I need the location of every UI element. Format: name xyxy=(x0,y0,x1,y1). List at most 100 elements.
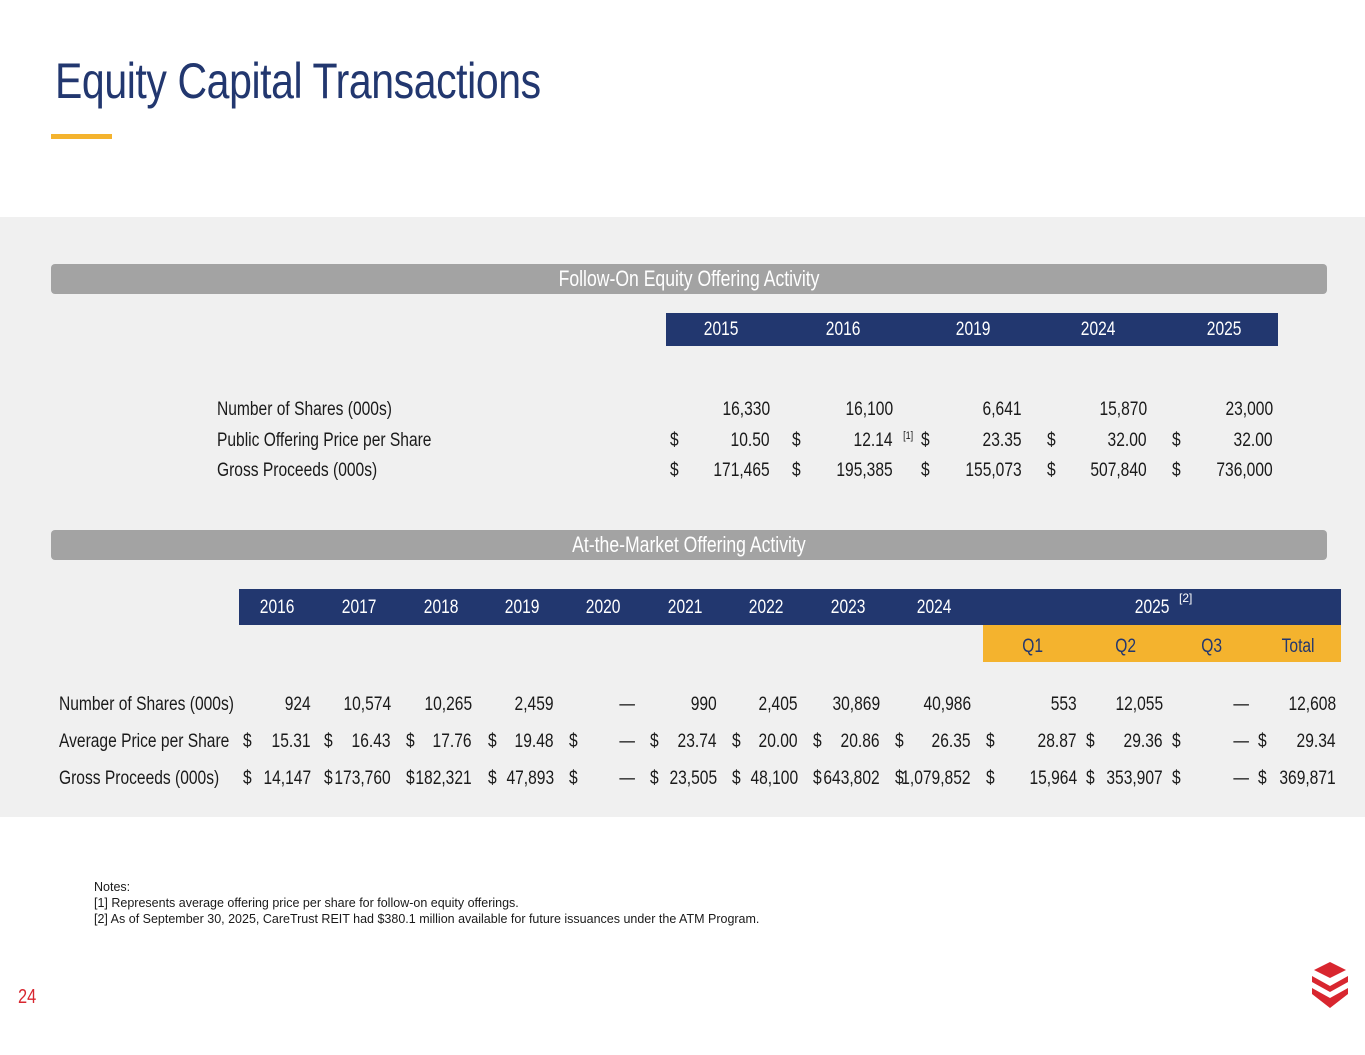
follow-on-section-title: Follow-On Equity Offering Activity xyxy=(558,266,820,291)
atm-value: 17.76 xyxy=(433,731,472,752)
atm-value: 369,871 xyxy=(1279,768,1336,789)
atm-value: 16.43 xyxy=(352,731,391,752)
atm-row-label: Gross Proceeds (000s) xyxy=(59,768,220,789)
notes-heading: Notes: xyxy=(94,880,131,894)
dollar-sign: $ xyxy=(243,731,252,752)
dollar-sign: $ xyxy=(488,731,497,752)
dollar-sign: $ xyxy=(1047,460,1056,481)
atm-value: 40,986 xyxy=(923,694,971,715)
footnote-marker-1: [1] xyxy=(903,430,914,442)
content-panel xyxy=(0,217,1365,817)
dollar-sign: $ xyxy=(986,768,995,789)
dollar-sign: $ xyxy=(1172,768,1181,789)
dollar-sign: $ xyxy=(986,731,995,752)
atm-year-header: 2024 xyxy=(916,597,952,618)
dollar-sign: $ xyxy=(1047,430,1056,451)
atm-quarter-header: Total xyxy=(1281,636,1315,657)
caretrust-logo-icon xyxy=(1312,962,1348,1008)
dollar-sign: $ xyxy=(650,731,659,752)
atm-value: 47,893 xyxy=(506,768,554,789)
follow-on-value: 23.35 xyxy=(983,430,1022,451)
note-2: [2] As of September 30, 2025, CareTrust … xyxy=(94,912,760,926)
atm-year-2025-header: 2025 [2] xyxy=(1122,590,1193,626)
atm-value: 553 xyxy=(1051,694,1077,715)
atm-value: 19.48 xyxy=(515,731,554,752)
atm-value: — xyxy=(619,694,635,715)
follow-on-row-label: Number of Shares (000s) xyxy=(217,399,392,420)
atm-value: 2,405 xyxy=(759,694,798,715)
follow-on-value: 32.00 xyxy=(1234,430,1273,451)
atm-value: — xyxy=(1233,731,1249,752)
atm-value: 173,760 xyxy=(334,768,391,789)
atm-value: 353,907 xyxy=(1106,768,1163,789)
atm-value: 1,079,852 xyxy=(901,768,971,789)
follow-on-value: 155,073 xyxy=(965,460,1022,481)
follow-on-value: 171,465 xyxy=(713,460,770,481)
atm-value: 12,055 xyxy=(1115,694,1163,715)
atm-year-header: 2023 xyxy=(830,597,866,618)
atm-value: 924 xyxy=(285,694,311,715)
dollar-sign: $ xyxy=(1172,731,1181,752)
dollar-sign: $ xyxy=(732,731,741,752)
dollar-sign: $ xyxy=(569,768,578,789)
dollar-sign: $ xyxy=(895,768,904,789)
page-title: Equity Capital Transactions xyxy=(55,53,541,109)
atm-value: 990 xyxy=(691,694,717,715)
dollar-sign: $ xyxy=(406,768,415,789)
follow-on-year-header: 2016 xyxy=(825,319,861,340)
follow-on-value: 16,100 xyxy=(845,399,893,420)
footnote-marker-2: [2] xyxy=(1179,591,1193,605)
follow-on-value: 10.50 xyxy=(731,430,770,451)
dollar-sign: $ xyxy=(406,731,415,752)
atm-section-header: At-the-Market Offering Activity xyxy=(51,530,1327,560)
atm-value: 643,802 xyxy=(823,768,880,789)
dollar-sign: $ xyxy=(488,768,497,789)
atm-value: — xyxy=(619,731,635,752)
atm-value: — xyxy=(619,768,635,789)
atm-value: 20.86 xyxy=(841,731,880,752)
dollar-sign: $ xyxy=(1172,460,1181,481)
atm-row-label: Average Price per Share xyxy=(59,731,230,752)
follow-on-value: 12.14 xyxy=(854,430,893,451)
atm-value: 23.74 xyxy=(678,731,717,752)
atm-value: 15.31 xyxy=(272,731,311,752)
dollar-sign: $ xyxy=(1258,768,1267,789)
follow-on-value: 32.00 xyxy=(1108,430,1147,451)
atm-section-title: At-the-Market Offering Activity xyxy=(572,532,806,557)
follow-on-row-label: Gross Proceeds (000s) xyxy=(217,460,378,481)
follow-on-value: 195,385 xyxy=(836,460,893,481)
atm-year-header: 2016 xyxy=(259,597,295,618)
atm-year-header: 2019 xyxy=(504,597,540,618)
atm-value: 182,321 xyxy=(415,768,472,789)
follow-on-year-header: 2015 xyxy=(703,319,739,340)
follow-on-year-header: 2024 xyxy=(1080,319,1116,340)
follow-on-year-header: 2025 xyxy=(1206,319,1242,340)
dollar-sign: $ xyxy=(921,460,930,481)
follow-on-year-header: 2019 xyxy=(955,319,991,340)
dollar-sign: $ xyxy=(650,768,659,789)
follow-on-value: 507,840 xyxy=(1090,460,1147,481)
page-number: 24 xyxy=(18,986,37,1008)
atm-value: 23,505 xyxy=(669,768,717,789)
atm-value: 29.36 xyxy=(1124,731,1163,752)
atm-value: 10,265 xyxy=(424,694,472,715)
follow-on-section-header: Follow-On Equity Offering Activity xyxy=(51,264,1327,294)
atm-value: 2,459 xyxy=(515,694,554,715)
atm-value: 48,100 xyxy=(750,768,798,789)
follow-on-value: 15,870 xyxy=(1099,399,1147,420)
follow-on-year-header-bar xyxy=(666,313,1278,346)
atm-year-header: 2017 xyxy=(341,597,377,618)
dollar-sign: $ xyxy=(1086,731,1095,752)
dollar-sign: $ xyxy=(324,731,333,752)
atm-year-header: 2020 xyxy=(585,597,621,618)
dollar-sign: $ xyxy=(792,430,801,451)
dollar-sign: $ xyxy=(1086,768,1095,789)
atm-value: 15,964 xyxy=(1029,768,1077,789)
dollar-sign: $ xyxy=(895,731,904,752)
follow-on-table: 2015 2016 2019 2024 2025 Number of Shares (00… xyxy=(0,0,1365,481)
dollar-sign: $ xyxy=(324,768,333,789)
atm-row-label: Number of Shares (000s) xyxy=(59,694,234,715)
dollar-sign: $ xyxy=(921,430,930,451)
dollar-sign: $ xyxy=(1172,430,1181,451)
atm-value: 28.87 xyxy=(1038,731,1077,752)
